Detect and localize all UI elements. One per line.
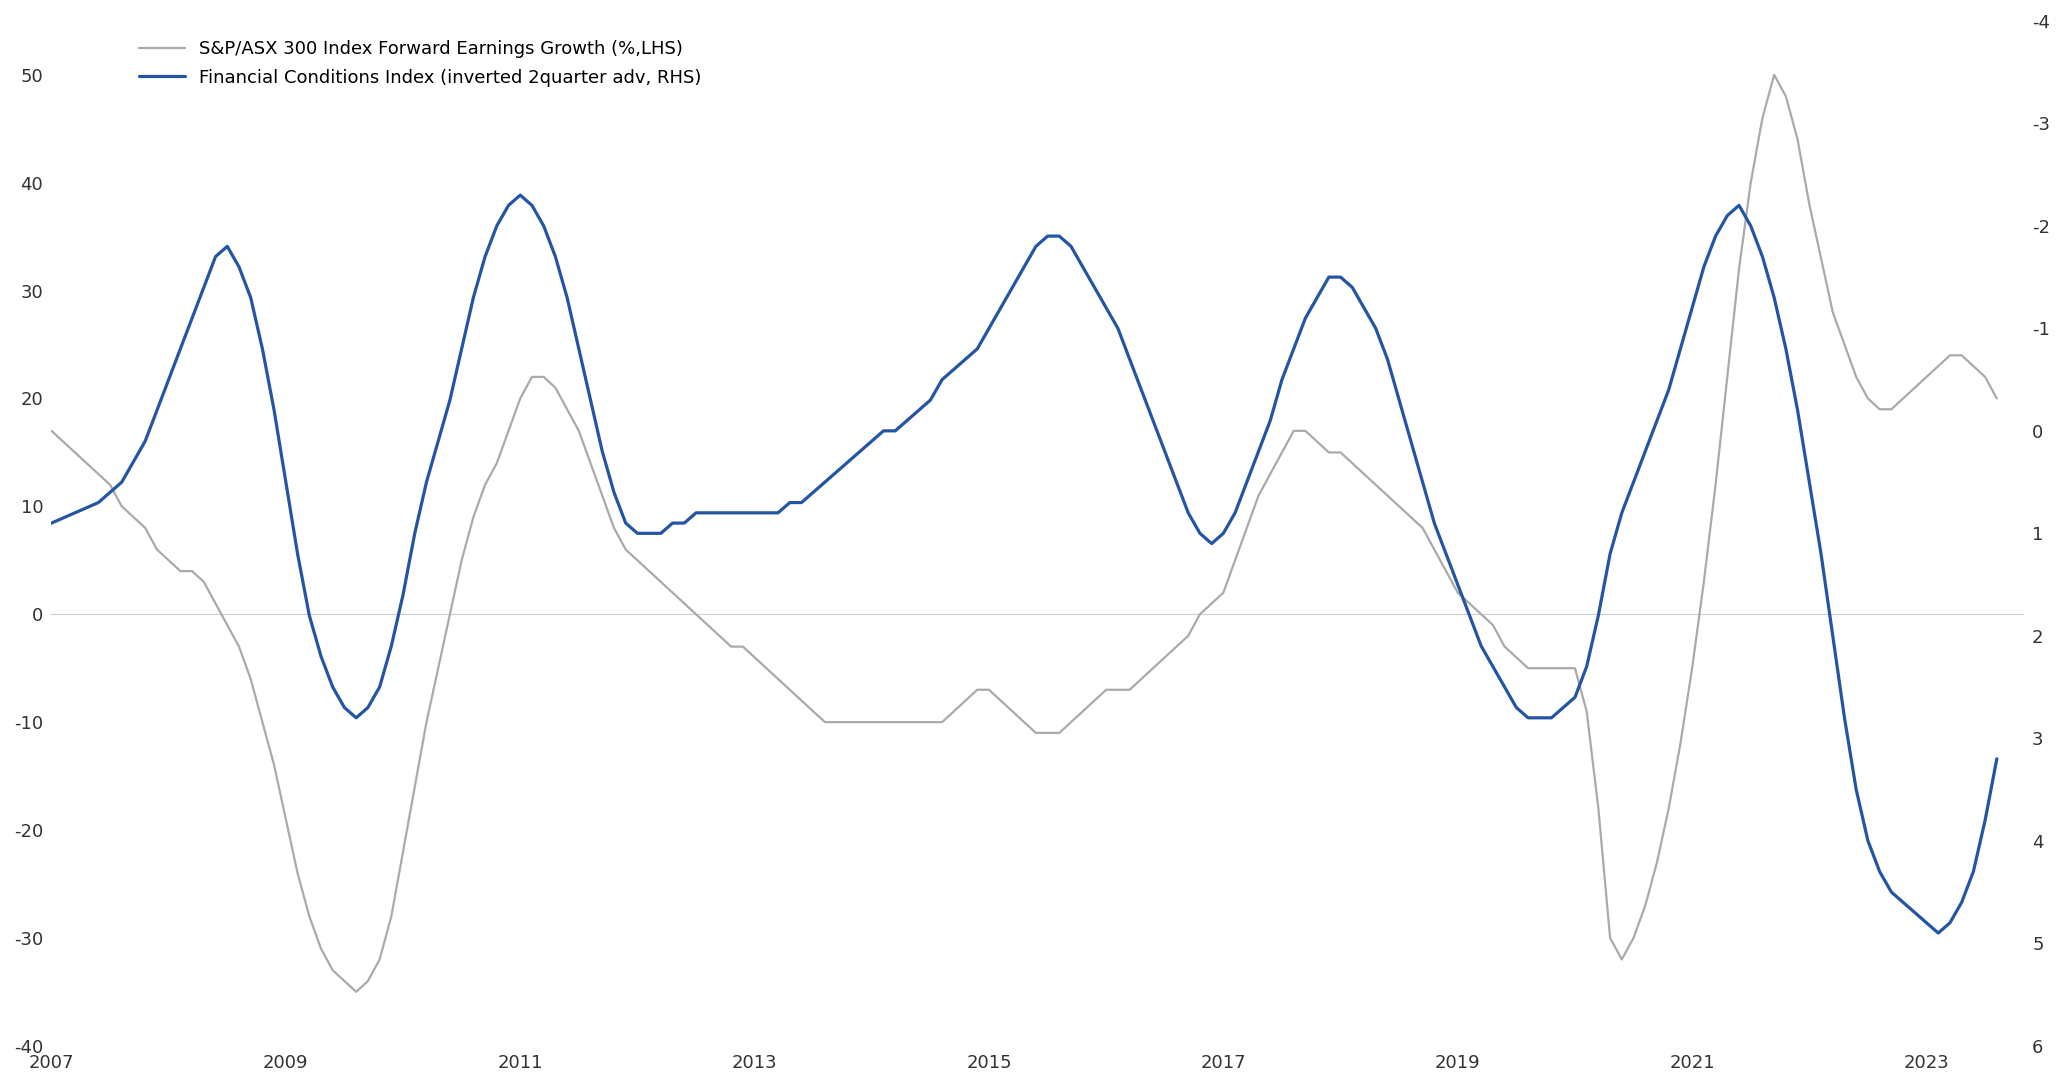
Legend: S&P/ASX 300 Index Forward Earnings Growth (%,LHS), Financial Conditions Index (i: S&P/ASX 300 Index Forward Earnings Growt… [140,40,702,87]
